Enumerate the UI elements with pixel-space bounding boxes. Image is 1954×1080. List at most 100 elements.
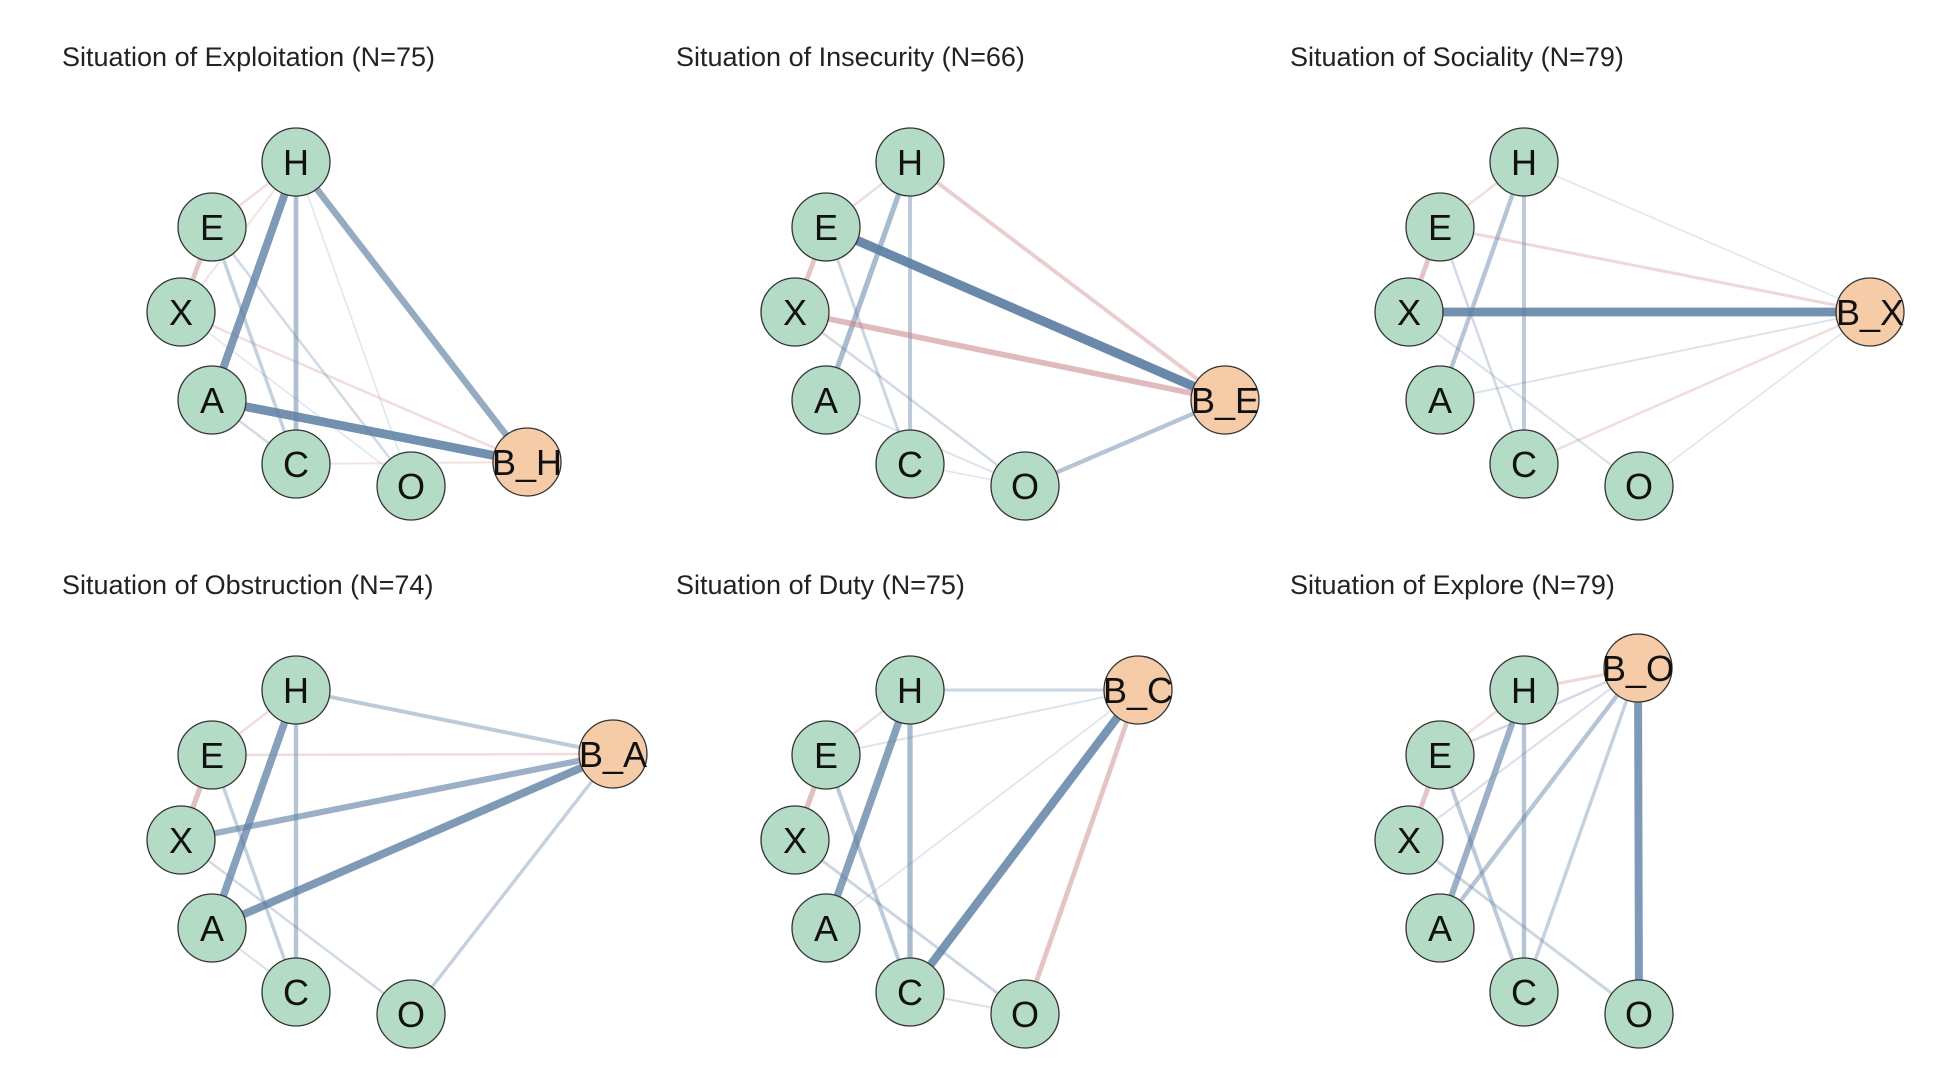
edge-X-O [1407,838,1641,1016]
node-c [875,957,945,1027]
edge-H-A [208,686,300,932]
edge-E-C [210,753,298,994]
panel-title: Situation of Insecurity (N=66) [676,42,1025,72]
node-h [1489,127,1559,197]
node-label-x: X [1397,292,1421,333]
node-label-c: C [1511,444,1537,485]
edge-O-B_X [1638,311,1871,487]
node-label-c: C [897,444,923,485]
node-label-o: O [397,994,425,1035]
node-label-o: O [1625,994,1653,1035]
node-c [261,957,331,1027]
edge-H-B_E [908,160,1227,402]
node-label-h: H [1511,670,1537,711]
network-panel: Situation of Insecurity (N=66) H E X A C O B_E [676,42,1260,521]
node-label-x: X [169,820,193,861]
node-label-x: X [169,292,193,333]
node-e [177,192,247,262]
network-panel: Situation of Duty (N=75) H E X A C O B_C [676,570,1173,1049]
edge-H-A [208,158,300,404]
edge-X-O [793,310,1027,488]
edge-A-B_X [1439,311,1871,401]
edges-group [792,685,1143,1017]
node-o [1604,451,1674,521]
node-label-a: A [1428,908,1452,949]
edge-X-B_O [1407,666,1640,842]
nodes-group: H E X A C O B_E [760,127,1260,521]
node-c [875,429,945,499]
node-h [261,127,331,197]
node-a [791,893,861,963]
node-label-b_o: B_O [1602,648,1674,689]
edge-X-O [180,311,412,487]
nodes-group: H E X A C O B_H [146,127,562,521]
node-b_o [1603,633,1673,703]
node-label-h: H [1511,142,1537,183]
node-b_x [1835,277,1905,347]
node-label-e: E [200,735,224,776]
node-label-o: O [397,466,425,507]
node-label-e: E [1428,207,1452,248]
edge-E-C [1438,225,1526,466]
node-label-h: H [283,670,309,711]
edge-A-B_H [207,395,532,467]
node-c [1489,957,1559,1027]
node-label-c: C [1511,972,1537,1013]
network-panel: Situation of Obstruction (N=74) H E X A C O B_A [62,570,648,1049]
edge-H-A [1436,686,1528,932]
edge-E-B_C [825,689,1139,756]
node-label-b_c: B_C [1103,670,1173,711]
panel-title: Situation of Explore (N=79) [1290,570,1615,600]
node-b_a [578,719,648,789]
edge-H-B_A [294,688,615,756]
node-e [1405,720,1475,790]
node-h [875,127,945,197]
node-o [376,451,446,521]
network-panel: Situation of Explore (N=79) H E X A C O B_O [1290,570,1674,1049]
edge-C-B_X [1522,310,1872,466]
node-a [177,365,247,435]
node-label-x: X [783,820,807,861]
panel-title: Situation of Sociality (N=79) [1290,42,1624,72]
edge-O-B_E [1022,397,1228,489]
node-label-b_x: B_X [1836,292,1904,333]
node-label-x: X [1397,820,1421,861]
edges-group [1404,159,1875,488]
node-x [146,277,216,347]
node-h [1489,655,1559,725]
node-label-h: H [897,142,923,183]
node-label-o: O [1625,466,1653,507]
edge-H-B_X [1523,161,1871,313]
node-e [1405,192,1475,262]
node-o [990,979,1060,1049]
node-a [1405,365,1475,435]
node-a [1405,893,1475,963]
node-label-o: O [1011,994,1039,1035]
panels-layer: Situation of Exploitation (N=75) H E X A C O B_… [62,42,1905,1049]
edge-A-B_A [208,750,617,932]
node-o [990,451,1060,521]
node-label-h: H [897,670,923,711]
node-x [146,805,216,875]
edge-A-B_C [825,689,1139,929]
node-b_h [492,427,562,497]
node-label-e: E [1428,735,1452,776]
node-a [791,365,861,435]
edge-H-A [1437,159,1527,403]
nodes-group: H E X A C O B_C [760,655,1173,1049]
node-label-a: A [200,380,224,421]
node-label-x: X [783,292,807,333]
edge-X-B_E [792,309,1228,403]
node-x [1374,277,1444,347]
node-label-o: O [1011,466,1039,507]
nodes-group: H E X A C O B_O [1374,633,1674,1049]
node-e [791,192,861,262]
node-x [760,277,830,347]
node-label-c: C [283,444,309,485]
edge-O-B_A [409,752,615,1016]
node-h [261,655,331,725]
edge-O-B_O [1634,664,1643,1018]
node-e [177,720,247,790]
node-x [760,805,830,875]
